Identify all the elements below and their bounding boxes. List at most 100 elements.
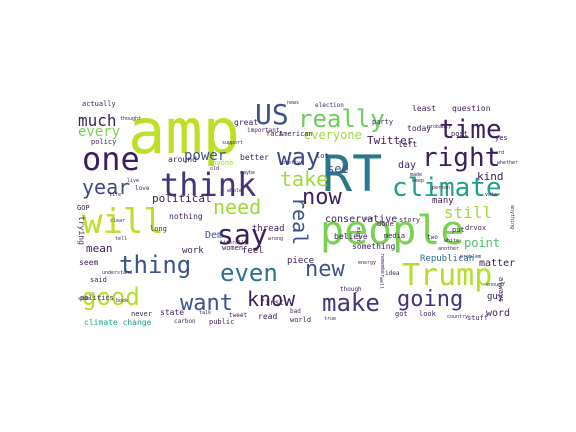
cloud-word: year bbox=[82, 175, 131, 199]
cloud-word: public bbox=[209, 318, 235, 326]
cloud-word: US bbox=[255, 98, 289, 131]
cloud-word: better bbox=[240, 153, 269, 162]
cloud-word: problem bbox=[460, 254, 482, 260]
cloud-word: day bbox=[398, 160, 417, 171]
cloud-word: person bbox=[432, 185, 451, 191]
cloud-word: thought bbox=[120, 116, 142, 122]
cloud-word: pretty bbox=[282, 160, 301, 166]
cloud-word: election bbox=[315, 102, 344, 109]
cloud-word: point bbox=[464, 236, 501, 250]
cloud-word: never bbox=[131, 310, 153, 318]
cloud-word: amp bbox=[128, 95, 240, 168]
cloud-word: anyone bbox=[208, 159, 234, 167]
cloud-word: feel bbox=[242, 246, 264, 256]
cloud-word: nothing bbox=[169, 212, 203, 221]
cloud-word: going bbox=[397, 287, 464, 312]
cloud-word: every bbox=[78, 124, 121, 140]
cloud-word: important bbox=[247, 127, 280, 134]
cloud-word: politics bbox=[80, 294, 114, 302]
cloud-word: enough bbox=[486, 282, 505, 288]
cloud-word: well bbox=[378, 277, 384, 290]
cloud-word: another bbox=[438, 246, 460, 252]
cloud-word: actually bbox=[82, 100, 116, 108]
cloud-word: climate bbox=[392, 173, 502, 203]
cloud-word: keep bbox=[412, 178, 425, 184]
cloud-word: Dem bbox=[205, 230, 224, 241]
cloud-word: use bbox=[364, 216, 374, 222]
cloud-word: today bbox=[407, 124, 432, 133]
cloud-word: thread bbox=[252, 224, 285, 234]
cloud-word: always bbox=[497, 277, 505, 303]
cloud-word: policy bbox=[91, 138, 117, 146]
cloud-word: new bbox=[305, 257, 345, 282]
cloud-word: love bbox=[135, 185, 150, 192]
cloud-word: though bbox=[340, 286, 362, 293]
cloud-word: support bbox=[222, 140, 244, 146]
cloud-word: talk bbox=[199, 310, 212, 316]
cloud-word: white bbox=[444, 238, 460, 244]
cloud-word: world bbox=[290, 316, 312, 324]
cloud-word: everyone bbox=[304, 128, 362, 142]
cloud-word: conservative bbox=[325, 214, 398, 225]
cloud-word: book bbox=[116, 298, 129, 304]
cloud-word: country bbox=[447, 314, 469, 320]
cloud-word: long bbox=[150, 225, 167, 233]
cloud-word: one bbox=[82, 140, 140, 178]
cloud-word: take bbox=[280, 167, 329, 191]
cloud-word: yes bbox=[495, 134, 508, 142]
cloud-word: probably bbox=[427, 124, 452, 130]
cloud-word: news bbox=[287, 100, 300, 106]
cloud-word: literally bbox=[220, 240, 248, 246]
cloud-word: need bbox=[213, 195, 262, 219]
cloud-word: tell bbox=[115, 236, 128, 242]
cloud-word: side bbox=[78, 296, 91, 302]
cloud-word: make bbox=[322, 289, 380, 317]
cloud-word: first bbox=[260, 298, 285, 307]
cloud-word: lot bbox=[316, 152, 329, 160]
cloud-word: idea bbox=[385, 270, 400, 277]
cloud-word: trying bbox=[77, 216, 86, 245]
cloud-word: whether bbox=[496, 160, 518, 166]
cloud-word: seem bbox=[79, 258, 99, 267]
cloud-word: old bbox=[210, 166, 220, 172]
cloud-word: thing bbox=[119, 251, 192, 279]
cloud-word: still bbox=[444, 203, 493, 222]
cloud-word: state bbox=[160, 308, 185, 317]
cloud-word: even bbox=[220, 259, 278, 287]
cloud-word: RT bbox=[322, 145, 383, 203]
cloud-word: said bbox=[90, 276, 107, 284]
cloud-word: tweet bbox=[229, 312, 248, 319]
cloud-word: hard bbox=[492, 150, 505, 156]
cloud-word: will bbox=[82, 202, 164, 242]
cloud-word: anything bbox=[509, 205, 515, 230]
cloud-word: now bbox=[302, 185, 342, 210]
cloud-word: kind bbox=[477, 170, 504, 183]
cloud-word: post bbox=[451, 130, 468, 138]
cloud-word: see bbox=[327, 162, 349, 176]
cloud-word: real bbox=[288, 197, 312, 246]
cloud-word: time bbox=[439, 115, 502, 145]
cloud-word: political bbox=[152, 192, 212, 205]
cloud-word: bad bbox=[290, 308, 301, 315]
cloud-word: Twitter bbox=[367, 134, 414, 147]
cloud-word: piece bbox=[287, 256, 315, 266]
cloud-word: GOP bbox=[77, 204, 90, 212]
cloud-word: something bbox=[352, 242, 396, 251]
cloud-word: good bbox=[82, 283, 140, 311]
cloud-word: way bbox=[277, 143, 321, 171]
cloud-word: great bbox=[234, 118, 259, 127]
cloud-word: believe bbox=[334, 232, 368, 241]
cloud-word: around bbox=[168, 155, 197, 164]
cloud-word: life bbox=[109, 192, 122, 198]
cloud-word: drvox bbox=[465, 224, 487, 232]
cloud-word: Trump bbox=[402, 258, 493, 293]
cloud-word: power bbox=[184, 148, 227, 164]
cloud-word: matter bbox=[479, 258, 516, 269]
cloud-word: American bbox=[279, 130, 313, 138]
cloud-word: say bbox=[217, 218, 268, 251]
cloud-word: might bbox=[355, 227, 361, 243]
cloud-word: maybe bbox=[240, 170, 256, 176]
cloud-word: read bbox=[258, 312, 278, 321]
cloud-word: climate change bbox=[84, 318, 152, 327]
